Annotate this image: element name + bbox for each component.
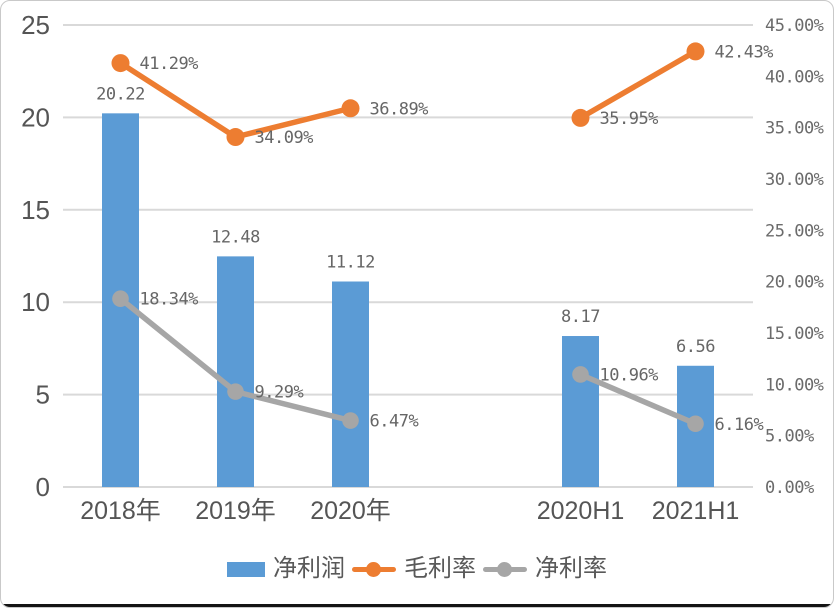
point-毛利率 bbox=[571, 108, 590, 127]
left-axis-ticks: 25 20 15 10 5 0 bbox=[21, 10, 50, 502]
x-axis-label: 2018年 bbox=[80, 497, 161, 525]
bar-label: 6.56 bbox=[676, 337, 715, 357]
legend-item-net-profit: 净利润 bbox=[227, 557, 345, 581]
legend-label: 净利率 bbox=[535, 555, 607, 582]
point-毛利率 bbox=[111, 54, 130, 73]
point-毛利率 bbox=[341, 99, 360, 118]
bar-series bbox=[102, 113, 714, 487]
x-axis-label: 2021H1 bbox=[652, 497, 740, 525]
right-axis-tick: 40.00% bbox=[765, 67, 824, 87]
right-axis-tick: 30.00% bbox=[765, 170, 824, 190]
bar-2020H1 bbox=[562, 336, 599, 487]
right-axis-tick: 10.00% bbox=[765, 375, 824, 395]
right-axis-ticks: 45.00% 40.00% 35.00% 30.00% 25.00% 20.00% 15.0… bbox=[765, 16, 824, 498]
point-label: 10.96% bbox=[600, 365, 659, 385]
point-label: 36.89% bbox=[370, 99, 429, 119]
point-label: 9.29% bbox=[255, 383, 304, 403]
point-label: 6.16% bbox=[715, 415, 764, 435]
x-axis-labels: 2018年 2019年 2020年 2020H1 2021H1 bbox=[80, 497, 739, 525]
right-axis-tick: 5.00% bbox=[765, 427, 814, 447]
point-label: 6.47% bbox=[370, 412, 419, 432]
right-axis-tick: 45.00% bbox=[765, 16, 824, 36]
left-axis-tick: 10 bbox=[21, 287, 50, 317]
legend-item-gross-margin: 毛利率 bbox=[352, 557, 476, 581]
right-axis-tick: 20.00% bbox=[765, 273, 824, 293]
line-dot-swatch-icon bbox=[352, 561, 396, 577]
left-axis-tick: 15 bbox=[21, 195, 50, 225]
right-axis-tick: 35.00% bbox=[765, 119, 824, 139]
right-axis-tick: 25.00% bbox=[765, 221, 824, 241]
bar-labels: 20.22 12.48 11.12 8.17 6.56 bbox=[96, 84, 716, 357]
point-毛利率 bbox=[686, 42, 705, 61]
line-毛利率 bbox=[117, 60, 354, 140]
line-series bbox=[111, 42, 705, 433]
point-label: 41.29% bbox=[140, 54, 199, 74]
bar-label: 11.12 bbox=[326, 253, 375, 273]
x-axis-label: 2020H1 bbox=[537, 497, 625, 525]
x-axis-label: 2020年 bbox=[310, 497, 391, 525]
bar-swatch-icon bbox=[227, 561, 265, 577]
line-毛利率 bbox=[577, 48, 699, 121]
legend-label: 毛利率 bbox=[404, 555, 476, 582]
right-axis-tick: 0.00% bbox=[765, 478, 814, 498]
bar-label: 8.17 bbox=[561, 307, 600, 327]
bar-2020年 bbox=[332, 281, 369, 487]
chart-legend: 净利润 毛利率 净利率 bbox=[1, 553, 833, 585]
left-axis-tick: 20 bbox=[21, 102, 50, 132]
line-dot-swatch-icon bbox=[483, 561, 527, 577]
right-axis-tick: 15.00% bbox=[765, 324, 824, 344]
gridlines bbox=[63, 24, 753, 488]
point-label: 34.09% bbox=[255, 128, 314, 148]
point-labels: 41.29% 34.09% 36.89% 35.95% 42.43% 18.34% 9.29… bbox=[140, 42, 774, 434]
point-毛利率 bbox=[226, 128, 245, 147]
point-净利率 bbox=[687, 415, 704, 433]
legend-item-net-margin: 净利率 bbox=[483, 557, 607, 581]
point-净利率 bbox=[227, 383, 244, 400]
bar-2019年 bbox=[217, 256, 254, 487]
bar-label: 20.22 bbox=[96, 84, 145, 104]
left-axis-tick: 0 bbox=[36, 472, 50, 502]
point-label: 42.43% bbox=[715, 42, 774, 62]
line-净利率 bbox=[577, 371, 699, 427]
left-axis-tick: 25 bbox=[21, 10, 50, 40]
bar-label: 12.48 bbox=[211, 227, 260, 247]
point-净利率 bbox=[112, 290, 129, 308]
point-净利率 bbox=[342, 412, 359, 429]
point-label: 35.95% bbox=[600, 109, 659, 129]
x-axis-label: 2019年 bbox=[195, 497, 276, 525]
legend-label: 净利润 bbox=[273, 555, 345, 582]
left-axis-tick: 5 bbox=[36, 380, 50, 410]
point-净利率 bbox=[572, 366, 589, 383]
point-label: 18.34% bbox=[140, 290, 199, 310]
